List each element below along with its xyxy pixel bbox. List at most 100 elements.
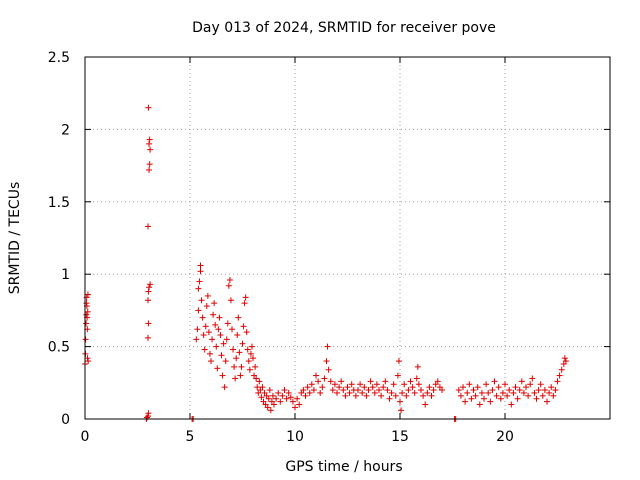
- data-point: [327, 378, 334, 385]
- data-point: [331, 381, 338, 388]
- data-point: [342, 392, 349, 399]
- data-point: [508, 401, 515, 408]
- data-point: [281, 387, 288, 394]
- data-point: [199, 314, 206, 321]
- chart-title: Day 013 of 2024, SRMTID for receiver pov…: [192, 20, 496, 36]
- plot-frame: [84, 56, 611, 420]
- data-point: [439, 387, 445, 394]
- data-point: [324, 343, 331, 350]
- data-point: [382, 378, 389, 385]
- data-point: [552, 387, 559, 394]
- data-point: [145, 410, 152, 417]
- data-point: [405, 387, 412, 394]
- data-point: [325, 366, 332, 373]
- data-point: [302, 392, 309, 399]
- data-point: [237, 372, 244, 379]
- data-point: [240, 323, 247, 330]
- data-point: [232, 375, 239, 382]
- data-point: [259, 384, 266, 391]
- data-point: [204, 292, 211, 299]
- data-point: [264, 404, 271, 411]
- data-point: [394, 372, 401, 379]
- data-point: [310, 387, 317, 394]
- data-point: [315, 378, 322, 385]
- data-point: [457, 392, 464, 399]
- data-point: [308, 381, 315, 388]
- data-point: [390, 381, 397, 388]
- data-point: [357, 381, 364, 388]
- x-axis-label: GPS time / hours: [285, 459, 402, 475]
- points-layer: [82, 104, 569, 422]
- data-point: [516, 387, 523, 394]
- data-point: [218, 352, 225, 359]
- data-point: [348, 381, 355, 388]
- data-point: [267, 407, 274, 414]
- x-tick-label: 0: [81, 429, 90, 445]
- data-point: [294, 395, 301, 402]
- data-point: [380, 384, 387, 391]
- data-point: [304, 384, 311, 391]
- data-point: [468, 395, 475, 402]
- data-point: [222, 358, 229, 365]
- data-point: [418, 387, 424, 394]
- data-point: [407, 378, 414, 385]
- data-point: [239, 340, 246, 347]
- data-point: [523, 384, 529, 391]
- data-point: [378, 392, 385, 399]
- data-point: [300, 387, 307, 394]
- y-tick-label: 2: [61, 122, 70, 138]
- data-point: [363, 392, 370, 399]
- data-point: [369, 384, 376, 391]
- data-point: [466, 381, 473, 388]
- data-point: [277, 398, 284, 405]
- grid-layer: [85, 57, 610, 419]
- data-point: [398, 407, 405, 414]
- data-point: [561, 355, 568, 362]
- data-point: [340, 387, 347, 394]
- data-point: [296, 401, 303, 408]
- data-point: [504, 392, 511, 399]
- data-point: [273, 395, 280, 402]
- data-point: [203, 303, 210, 310]
- data-point: [306, 389, 313, 396]
- data-point: [493, 392, 500, 399]
- data-point: [265, 395, 272, 402]
- data-point: [395, 358, 402, 365]
- x-tick-label: 15: [391, 429, 409, 445]
- data-point: [359, 389, 366, 396]
- data-point: [206, 350, 213, 357]
- data-point: [334, 389, 340, 396]
- data-point: [424, 389, 431, 396]
- data-point: [336, 384, 343, 391]
- data-point: [510, 389, 517, 396]
- data-point: [201, 346, 208, 353]
- data-point: [219, 372, 226, 379]
- data-point: [285, 389, 292, 396]
- data-point: [212, 321, 219, 328]
- data-point: [464, 389, 471, 396]
- data-point: [202, 323, 209, 330]
- data-point: [329, 387, 336, 394]
- data-point: [533, 395, 540, 402]
- data-point: [145, 334, 151, 341]
- data-point: [146, 136, 153, 143]
- data-point: [460, 384, 466, 391]
- y-tick-label: 2.5: [48, 50, 70, 66]
- data-point: [197, 262, 204, 269]
- data-point: [83, 311, 90, 318]
- data-point: [84, 308, 91, 315]
- data-point: [230, 346, 237, 353]
- data-point: [220, 340, 227, 347]
- data-point: [198, 297, 205, 304]
- data-point: [195, 285, 202, 292]
- data-point: [338, 378, 345, 385]
- data-point: [499, 389, 506, 396]
- data-point: [415, 381, 422, 388]
- data-point: [550, 392, 557, 399]
- data-point: [223, 336, 230, 343]
- y-axis-label: SRMTID / TECUs: [7, 182, 23, 295]
- data-point: [426, 384, 433, 391]
- data-point: [235, 314, 242, 321]
- data-point: [502, 381, 508, 388]
